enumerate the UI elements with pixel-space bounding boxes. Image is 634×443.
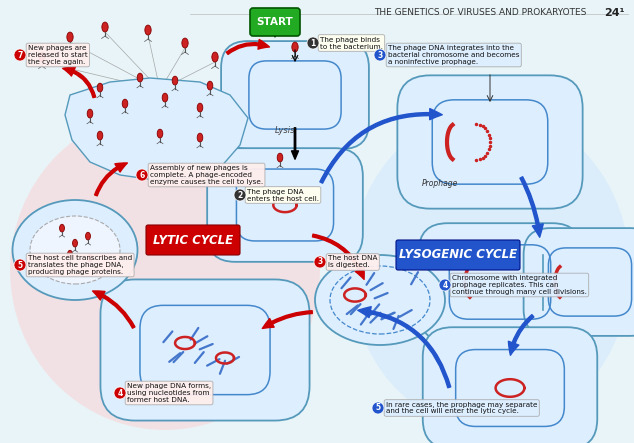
Circle shape xyxy=(439,279,451,291)
FancyBboxPatch shape xyxy=(423,327,597,443)
FancyArrowPatch shape xyxy=(320,109,443,183)
Ellipse shape xyxy=(197,133,203,142)
FancyArrowPatch shape xyxy=(313,234,364,280)
Text: LYTIC CYCLE: LYTIC CYCLE xyxy=(153,233,233,246)
Ellipse shape xyxy=(68,250,72,258)
Ellipse shape xyxy=(137,73,143,82)
FancyArrowPatch shape xyxy=(520,177,543,237)
Ellipse shape xyxy=(197,103,203,112)
Ellipse shape xyxy=(277,153,283,162)
Text: New phages are
released to start
the cycle again.: New phages are released to start the cyc… xyxy=(28,45,87,65)
Circle shape xyxy=(14,259,26,271)
Circle shape xyxy=(136,169,148,181)
Text: 7: 7 xyxy=(17,51,23,59)
Ellipse shape xyxy=(87,254,93,262)
FancyBboxPatch shape xyxy=(207,148,363,262)
Ellipse shape xyxy=(315,255,445,345)
Circle shape xyxy=(307,37,319,49)
FancyArrowPatch shape xyxy=(94,163,127,196)
Text: Assembly of new phages is
complete. A phage-encoded
enzyme causes the cell to ly: Assembly of new phages is complete. A ph… xyxy=(150,165,263,185)
FancyArrowPatch shape xyxy=(262,311,313,328)
Text: The host cell transcribes and
translates the phage DNA,
producing phage proteins: The host cell transcribes and translates… xyxy=(28,255,133,275)
Circle shape xyxy=(114,387,126,399)
FancyBboxPatch shape xyxy=(221,41,369,149)
Text: In rare cases, the prophage may separate
and the cell will enter the lytic cycle: In rare cases, the prophage may separate… xyxy=(386,401,538,415)
FancyBboxPatch shape xyxy=(396,240,520,270)
Ellipse shape xyxy=(67,32,73,42)
Ellipse shape xyxy=(86,232,91,240)
Ellipse shape xyxy=(13,200,138,300)
Ellipse shape xyxy=(122,99,128,108)
Ellipse shape xyxy=(145,25,151,35)
Circle shape xyxy=(14,49,26,61)
FancyBboxPatch shape xyxy=(146,225,240,255)
Text: New phage DNA forms,
using nucleotides from
former host DNA.: New phage DNA forms, using nucleotides f… xyxy=(127,383,211,403)
Text: 3: 3 xyxy=(377,51,383,59)
FancyBboxPatch shape xyxy=(524,228,634,336)
Text: 2: 2 xyxy=(237,190,243,199)
FancyArrowPatch shape xyxy=(292,128,299,159)
Ellipse shape xyxy=(172,76,178,85)
Circle shape xyxy=(234,189,246,201)
Ellipse shape xyxy=(182,38,188,48)
FancyArrowPatch shape xyxy=(508,315,534,355)
FancyBboxPatch shape xyxy=(100,280,309,420)
Ellipse shape xyxy=(10,110,320,430)
Ellipse shape xyxy=(72,239,77,247)
Text: 4: 4 xyxy=(443,280,448,289)
Text: The phage DNA
enters the host cell.: The phage DNA enters the host cell. xyxy=(247,189,319,202)
Ellipse shape xyxy=(157,129,163,138)
Ellipse shape xyxy=(87,109,93,118)
Ellipse shape xyxy=(39,52,45,62)
Ellipse shape xyxy=(60,224,65,232)
Text: Prophage: Prophage xyxy=(422,179,458,187)
FancyArrowPatch shape xyxy=(93,291,135,328)
Ellipse shape xyxy=(97,131,103,140)
Text: 5: 5 xyxy=(375,404,380,412)
Ellipse shape xyxy=(30,216,120,284)
Text: 3: 3 xyxy=(318,257,323,267)
Text: The phage DNA integrates into the
bacterial chromosome and becomes
a noninfectiv: The phage DNA integrates into the bacter… xyxy=(388,45,519,65)
Text: Lysis: Lysis xyxy=(275,125,295,135)
Text: START: START xyxy=(257,17,294,27)
Text: 1: 1 xyxy=(311,39,316,47)
Ellipse shape xyxy=(350,110,630,430)
FancyArrowPatch shape xyxy=(63,67,96,97)
FancyBboxPatch shape xyxy=(418,223,581,341)
Circle shape xyxy=(372,402,384,414)
Text: LYSOGENIC CYCLE: LYSOGENIC CYCLE xyxy=(399,249,517,261)
FancyBboxPatch shape xyxy=(250,8,300,36)
Ellipse shape xyxy=(162,93,168,102)
Circle shape xyxy=(314,256,326,268)
Text: The host DNA
is digested.: The host DNA is digested. xyxy=(328,256,377,268)
Ellipse shape xyxy=(292,42,298,52)
Text: THE GENETICS OF VIRUSES AND PROKARYOTES: THE GENETICS OF VIRUSES AND PROKARYOTES xyxy=(374,8,586,17)
Text: 5: 5 xyxy=(18,260,23,269)
Polygon shape xyxy=(65,78,248,180)
Text: The phage binds
to the bacterium.: The phage binds to the bacterium. xyxy=(320,36,383,50)
Ellipse shape xyxy=(102,22,108,32)
Text: Chromosome with integrated
prophage replicates. This can
continue through many c: Chromosome with integrated prophage repl… xyxy=(452,275,587,295)
Text: 6: 6 xyxy=(139,171,145,179)
Circle shape xyxy=(374,49,386,61)
Text: 4: 4 xyxy=(117,389,122,397)
FancyArrowPatch shape xyxy=(358,307,451,388)
Ellipse shape xyxy=(97,83,103,92)
Ellipse shape xyxy=(207,81,213,90)
Ellipse shape xyxy=(212,52,218,62)
Text: 24¹: 24¹ xyxy=(604,8,625,18)
FancyBboxPatch shape xyxy=(398,75,583,209)
FancyArrowPatch shape xyxy=(226,39,269,54)
